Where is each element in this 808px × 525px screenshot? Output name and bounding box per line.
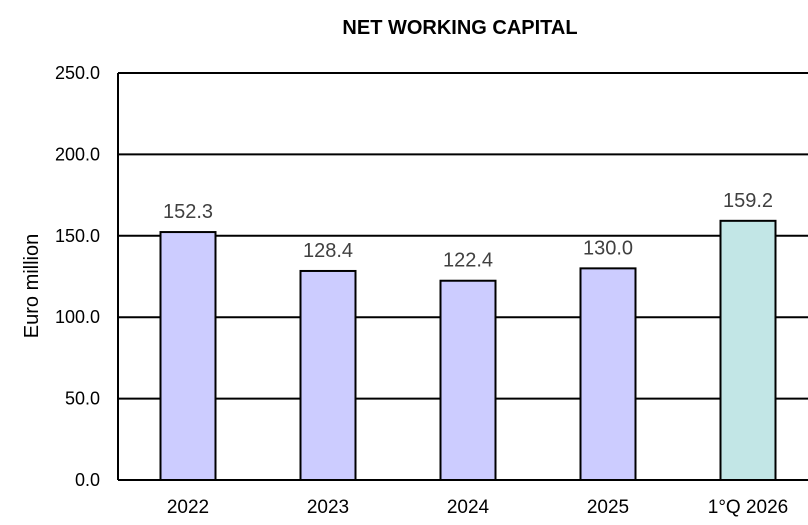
y-tick-label: 150.0 bbox=[55, 226, 100, 246]
x-tick-label: 1°Q 2026 bbox=[708, 497, 789, 518]
bar bbox=[159, 231, 217, 481]
axes bbox=[117, 73, 808, 481]
data-label: 128.4 bbox=[303, 240, 353, 262]
gridlines bbox=[118, 72, 808, 400]
y-tick-label: 200.0 bbox=[55, 144, 100, 164]
data-label: 152.3 bbox=[163, 201, 213, 223]
bar bbox=[579, 267, 637, 481]
x-tick-label: 2025 bbox=[587, 497, 629, 518]
data-label: 122.4 bbox=[443, 250, 493, 272]
data-label: 130.0 bbox=[583, 237, 633, 259]
y-tick-label: 50.0 bbox=[65, 389, 100, 409]
y-axis-label: Euro million bbox=[21, 234, 43, 338]
x-tick-label: 2024 bbox=[447, 497, 490, 518]
bar bbox=[299, 269, 357, 482]
x-tick-label: 2022 bbox=[167, 497, 209, 518]
bar bbox=[719, 219, 777, 482]
chart-title: NET WORKING CAPITAL bbox=[342, 17, 577, 39]
bar bbox=[439, 279, 497, 481]
bars bbox=[159, 219, 777, 482]
data-label: 159.2 bbox=[723, 190, 773, 212]
labels: 0.0 50.0 100.0 150.0 200.0 250.0 152.3 2022 128.… bbox=[55, 63, 788, 518]
y-tick-label: 0.0 bbox=[75, 470, 100, 490]
x-tick-label: 2023 bbox=[307, 497, 349, 518]
y-tick-label: 250.0 bbox=[55, 63, 100, 83]
y-tick-label: 100.0 bbox=[55, 307, 100, 327]
